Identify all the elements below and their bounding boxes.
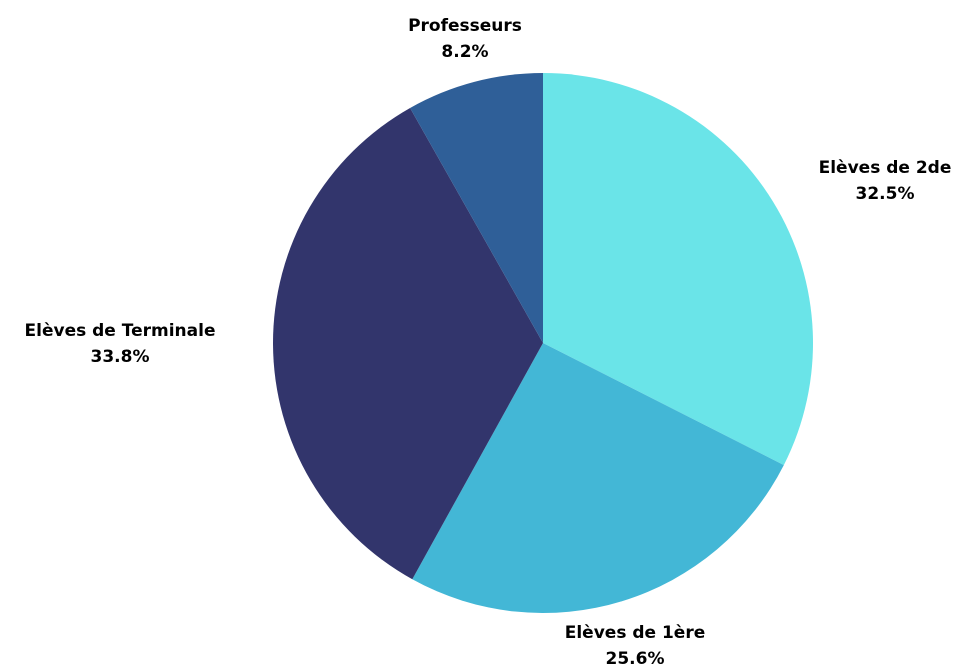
slice-label-eleves-1ere-percent: 25.6% bbox=[605, 649, 665, 669]
pie-slice-eleves-1ere bbox=[412, 343, 784, 614]
slice-label-eleves-2de-name: Elèves de 2de bbox=[818, 158, 952, 178]
slice-label-professeurs-name: Professeurs bbox=[408, 16, 522, 36]
slice-label-eleves-1ere: Elèves de 1ère 25.6% bbox=[550, 620, 720, 672]
slice-label-eleves-2de-percent: 32.5% bbox=[855, 184, 915, 204]
slice-label-eleves-terminale: Elèves de Terminale 33.8% bbox=[0, 318, 240, 370]
slice-label-professeurs: Professeurs 8.2% bbox=[390, 13, 540, 65]
slice-label-eleves-1ere-name: Elèves de 1ère bbox=[564, 623, 706, 643]
pie-slice-eleves-terminale bbox=[272, 107, 543, 580]
slice-label-eleves-2de: Elèves de 2de 32.5% bbox=[800, 155, 960, 207]
pie-slice-eleves-2de bbox=[543, 73, 813, 466]
pie-slice-professeurs bbox=[410, 73, 543, 343]
slice-label-eleves-terminale-name: Elèves de Terminale bbox=[24, 321, 216, 341]
slice-label-eleves-terminale-percent: 33.8% bbox=[90, 347, 150, 367]
slice-label-professeurs-percent: 8.2% bbox=[441, 42, 489, 62]
